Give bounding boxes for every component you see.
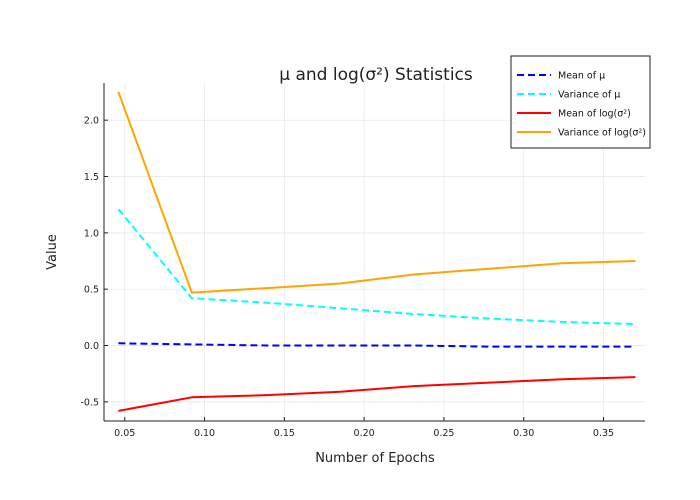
y-tick-label: -0.5 [80,397,99,408]
legend-label-4: Variance of log(σ²) [558,128,646,139]
x-axis-label: Number of Epochs [315,451,435,466]
axes-layer [103,83,645,422]
legend-label-1: Mean of μ [558,71,605,82]
y-axis-label: Value [45,234,60,270]
y-tick-label: 0.5 [84,285,99,296]
x-tick-label: 0.15 [274,428,295,439]
legend: Mean of μ Variance of μ Mean of log(σ²) Var… [510,55,651,149]
y-tick-label: 0.0 [84,341,99,352]
y-tick-label: 1.5 [84,172,99,183]
series-line-2 [117,208,636,326]
x-tick-label: 0.30 [513,428,534,439]
series-line-4 [117,91,636,294]
legend-label-3: Mean of log(σ²) [558,109,631,120]
x-tick-label: 0.05 [114,428,135,439]
chart-title: μ and log(σ²) Statistics [279,65,473,85]
y-tick-label: 2.0 [84,116,99,127]
series-line-3 [118,376,636,412]
ticks-layer: 0.05 0.10 0.15 0.20 0.25 0.30 0.35 -0.5 0.0 0.5 1.… [80,116,614,439]
legend-label-2: Variance of μ [558,90,620,101]
series-layer [117,91,636,412]
x-tick-label: 0.25 [433,428,454,439]
x-tick-label: 0.35 [593,428,614,439]
y-tick-label: 1.0 [84,228,99,239]
x-tick-label: 0.20 [354,428,375,439]
series-line-1 [118,342,636,348]
x-tick-label: 0.10 [194,428,215,439]
